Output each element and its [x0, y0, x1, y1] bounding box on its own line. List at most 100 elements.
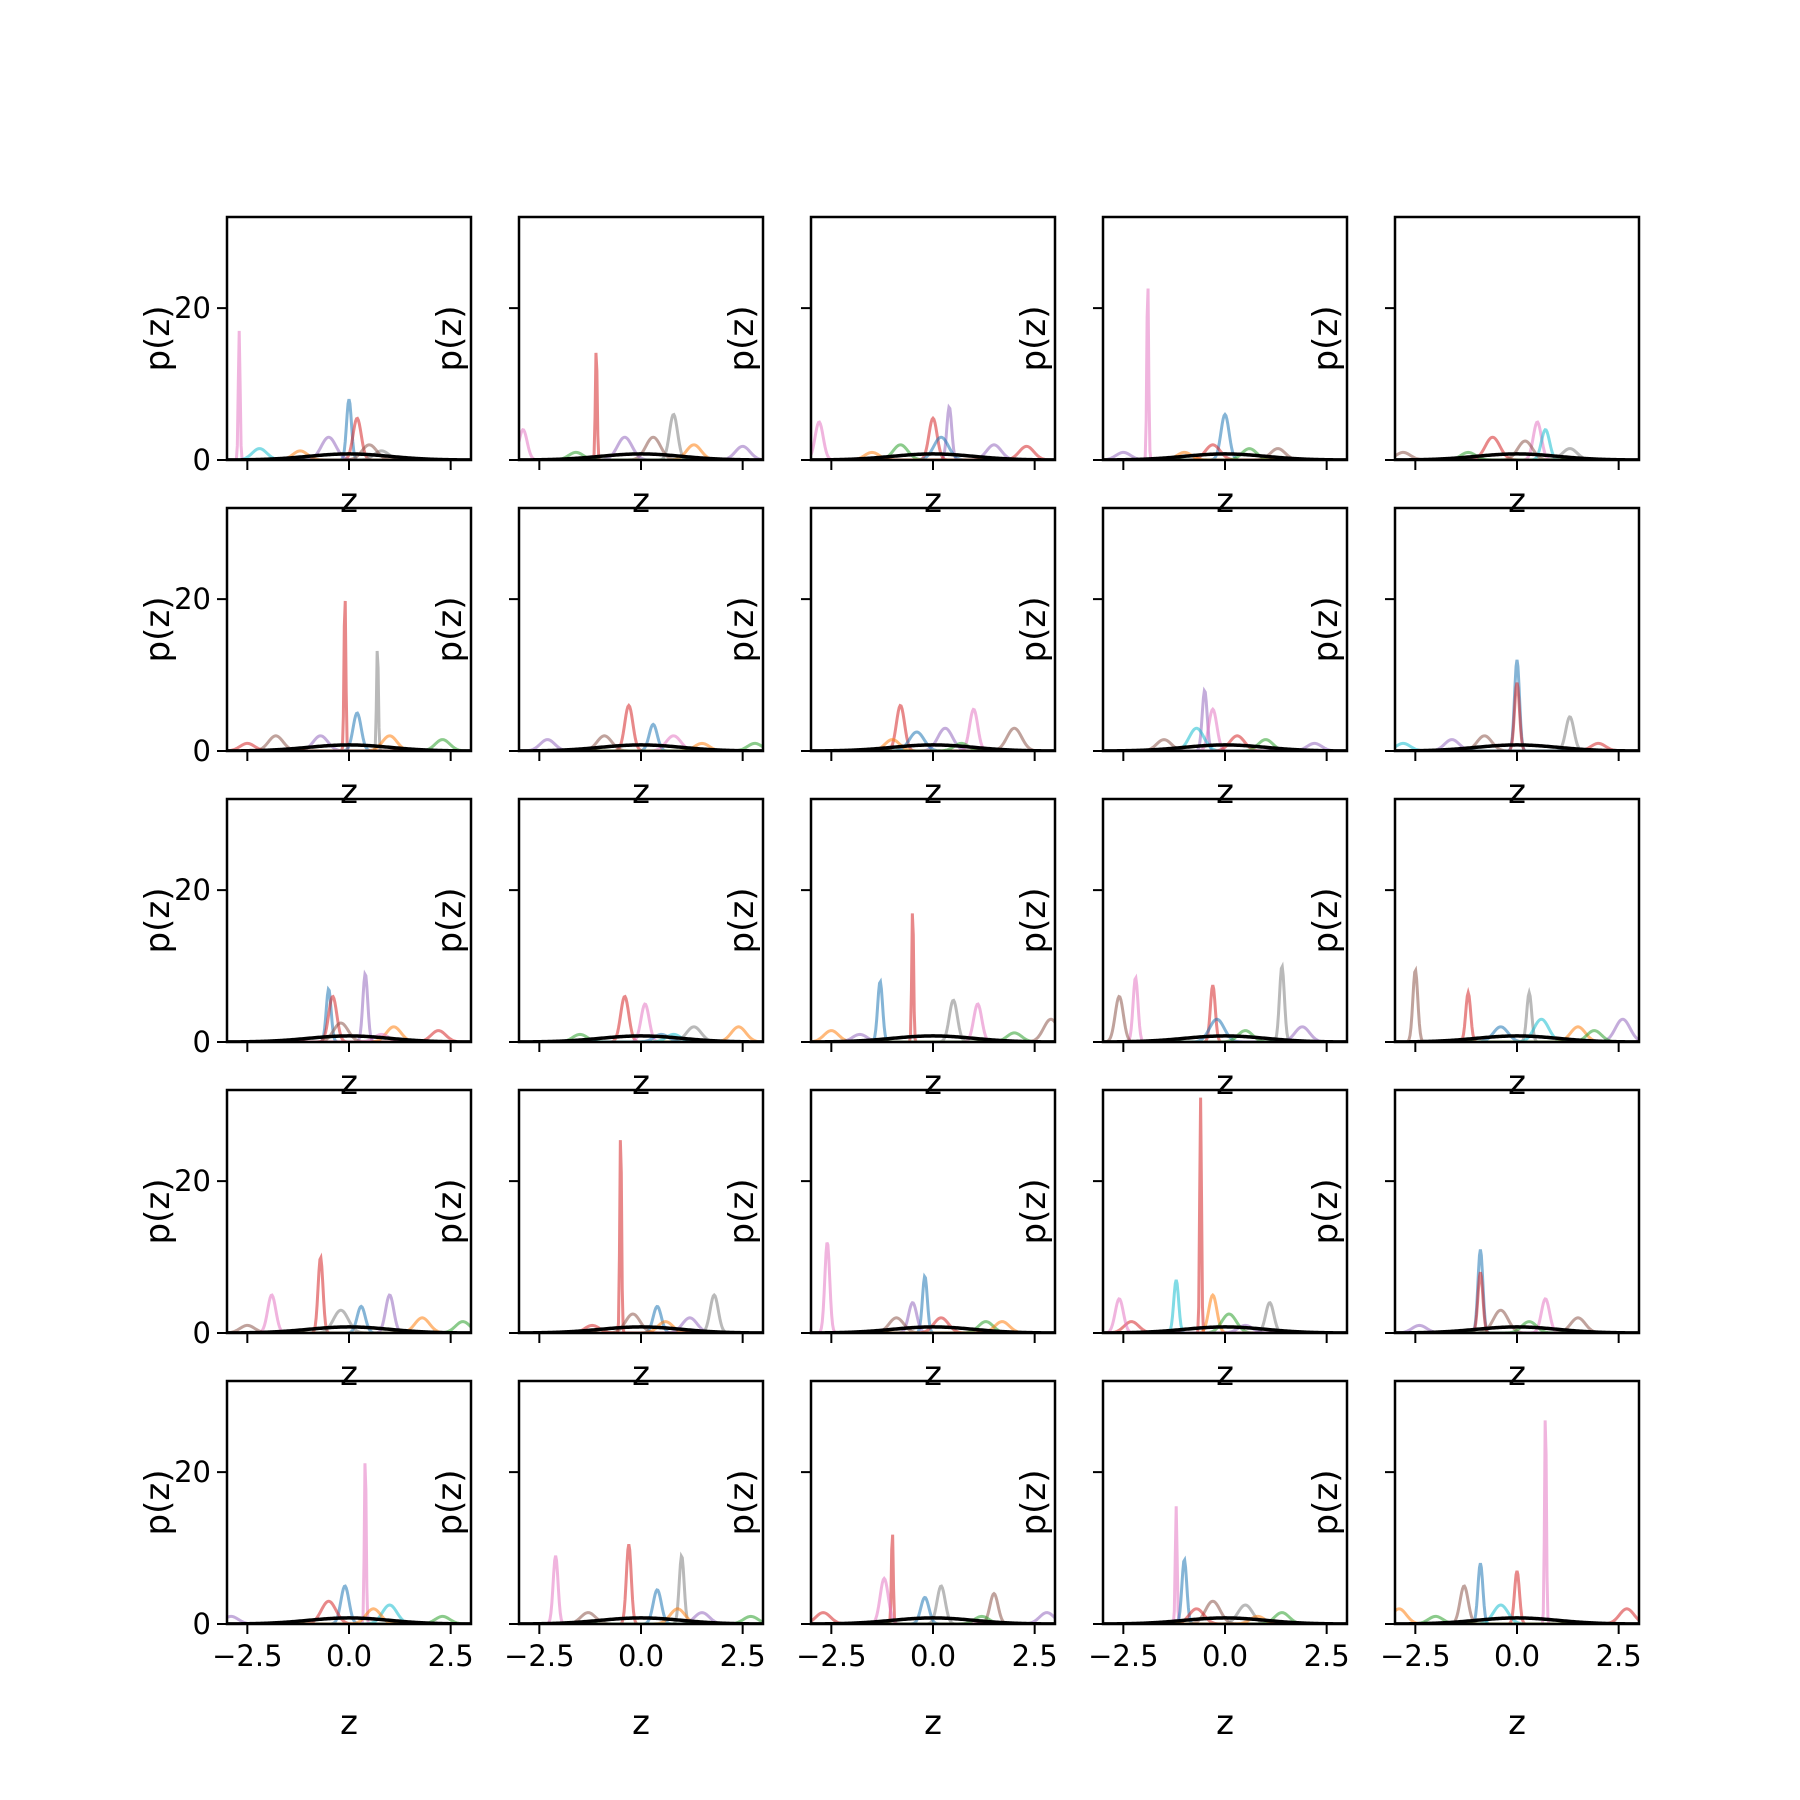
- y-axis-label: p(z): [138, 1470, 178, 1536]
- series-group: [519, 994, 763, 1042]
- x-tick-label: 2.5: [428, 1639, 474, 1673]
- series-line: [811, 1031, 1055, 1042]
- y-axis-label: p(z): [722, 1470, 762, 1536]
- subplot-7: p(z) z: [430, 506, 765, 812]
- series-line: [519, 1002, 763, 1042]
- series-line: [227, 1021, 471, 1042]
- y-axis-label: p(z): [1014, 1179, 1054, 1245]
- series-line: [1103, 1320, 1347, 1333]
- series-line: [1103, 412, 1347, 460]
- series-line: [227, 1584, 471, 1624]
- axes-frame: [1393, 797, 1641, 1044]
- y-axis-label: p(z): [722, 888, 762, 954]
- series-line: [519, 738, 763, 751]
- series-line: [811, 1242, 1055, 1333]
- series-line: [811, 1534, 1055, 1624]
- subplot-12: p(z) z: [430, 797, 765, 1103]
- y-axis-label: p(z): [1014, 597, 1054, 663]
- subplot-19: p(z) z: [1014, 1088, 1349, 1394]
- series-line: [1395, 1420, 1639, 1624]
- series-line: [1395, 1320, 1639, 1333]
- series-group: [227, 969, 471, 1042]
- y-axis-label: p(z): [1014, 888, 1054, 954]
- subplot-9: p(z) z: [1014, 506, 1349, 812]
- series-line: [519, 1555, 763, 1624]
- y-tick-label: 0: [193, 1316, 211, 1350]
- y-axis-label: p(z): [722, 597, 762, 663]
- series-line: [811, 1595, 1055, 1624]
- series-group: [1395, 1249, 1639, 1333]
- x-axis-label: z: [340, 772, 358, 812]
- x-axis-label: z: [924, 481, 942, 521]
- series-line: [1103, 1555, 1347, 1624]
- subplot-grid: 020p(z)zp(z)zp(z)zp(z)zp(z)z020p(z)zp(z)…: [138, 215, 1642, 1743]
- series-line: [1103, 1025, 1347, 1042]
- series-group: [1103, 686, 1347, 751]
- series-line: [1395, 659, 1639, 751]
- subplot-24: −2.5 0.0 2.5 p(z) z: [1014, 1379, 1350, 1743]
- series-line: [519, 435, 763, 460]
- series-line: [1103, 1312, 1347, 1333]
- series-group: [811, 403, 1055, 460]
- subplot-3: p(z) z: [722, 215, 1057, 521]
- x-axis-label: z: [632, 1063, 650, 1103]
- x-axis-label: z: [340, 1063, 358, 1103]
- series-line: [519, 1292, 763, 1333]
- x-axis-label: z: [1508, 1703, 1526, 1743]
- y-tick-label: 20: [174, 582, 211, 616]
- y-tick-label: 0: [193, 443, 211, 477]
- series-line: [1103, 443, 1347, 460]
- x-axis-label: z: [632, 1354, 650, 1394]
- series-line: [1103, 1599, 1347, 1624]
- subplot-14: p(z) z: [1014, 797, 1349, 1103]
- series-group: [1395, 420, 1639, 460]
- x-axis-label: z: [632, 1703, 650, 1743]
- series-line: [227, 1293, 471, 1333]
- y-tick-label: 20: [174, 291, 211, 325]
- y-axis-label: p(z): [1306, 306, 1346, 372]
- subplot-5: p(z) z: [1306, 215, 1641, 521]
- series-line: [227, 650, 471, 751]
- x-axis-label: z: [1508, 481, 1526, 521]
- series-group: [811, 703, 1055, 751]
- y-axis-label: p(z): [722, 306, 762, 372]
- y-tick-label: 0: [193, 1025, 211, 1059]
- series-line: [1103, 741, 1347, 751]
- series-group: [1395, 965, 1639, 1042]
- series-line: [227, 1316, 471, 1333]
- series-line: [227, 447, 471, 460]
- series-line: [227, 398, 471, 460]
- x-tick-label: 2.5: [720, 1639, 766, 1673]
- series-line: [1395, 439, 1639, 460]
- series-line: [811, 444, 1055, 460]
- series-line: [1103, 686, 1347, 751]
- y-axis-label: p(z): [138, 888, 178, 954]
- x-axis-label: z: [340, 1703, 358, 1743]
- x-axis-label: z: [1216, 481, 1234, 521]
- y-axis-label: p(z): [138, 597, 178, 663]
- x-tick-label: 0.0: [1202, 1639, 1248, 1673]
- series-group: [1395, 1420, 1639, 1624]
- y-tick-label: 20: [174, 873, 211, 907]
- series-line: [1395, 965, 1639, 1042]
- series-group: [811, 1534, 1055, 1624]
- series-line: [1103, 734, 1347, 751]
- y-axis-label: p(z): [430, 306, 470, 372]
- subplot-4: p(z) z: [1014, 215, 1349, 521]
- x-axis-label: z: [340, 1354, 358, 1394]
- x-tick-label: −2.5: [212, 1639, 282, 1673]
- series-group: [811, 1242, 1055, 1333]
- y-tick-label: 20: [174, 1164, 211, 1198]
- x-tick-label: 0.0: [910, 1639, 956, 1673]
- x-tick-label: 2.5: [1012, 1639, 1058, 1673]
- series-group: [1395, 659, 1639, 751]
- series-line: [1395, 1029, 1639, 1042]
- series-line: [1395, 1603, 1639, 1624]
- series-line: [1395, 1249, 1639, 1333]
- subplot-22: −2.5 0.0 2.5 p(z) z: [430, 1379, 766, 1743]
- series-line: [519, 1312, 763, 1333]
